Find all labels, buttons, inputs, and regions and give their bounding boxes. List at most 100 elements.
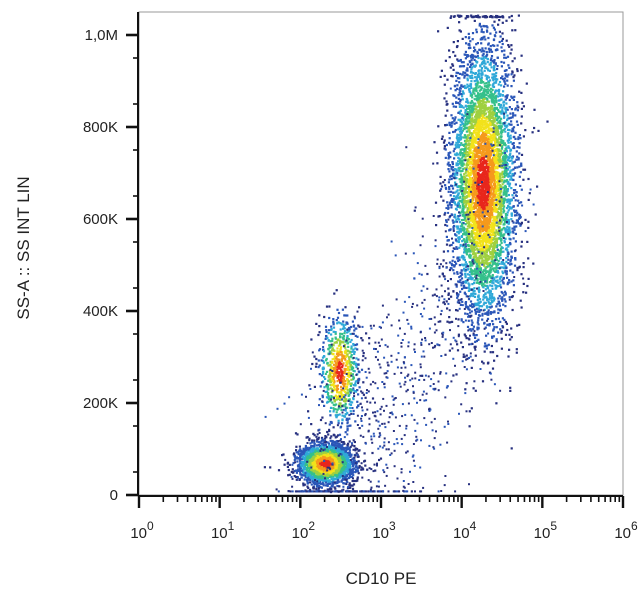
event-dot xyxy=(335,355,338,359)
event-dot xyxy=(324,481,327,484)
event-dot xyxy=(482,255,485,258)
event-dot xyxy=(333,374,336,377)
event-dot xyxy=(321,481,324,484)
event-dot xyxy=(344,452,347,455)
event-dot xyxy=(486,30,489,33)
event-dot xyxy=(351,320,354,323)
event-dot xyxy=(332,323,335,326)
event-dot xyxy=(329,373,332,376)
event-dot xyxy=(341,394,344,397)
event-dot xyxy=(304,460,307,463)
event-dot xyxy=(451,143,454,146)
event-dot xyxy=(346,342,349,345)
event-dot xyxy=(319,462,322,465)
event-dot xyxy=(472,270,475,273)
event-dot xyxy=(314,452,317,456)
event-dot xyxy=(458,185,461,188)
event-dot xyxy=(307,478,310,481)
event-dot xyxy=(317,359,320,362)
event-dot xyxy=(348,468,351,471)
event-dot xyxy=(480,184,484,187)
event-dot xyxy=(349,361,352,364)
event-dot xyxy=(503,240,506,243)
event-dot xyxy=(460,277,464,280)
event-dot xyxy=(498,136,501,139)
event-dot xyxy=(501,270,504,273)
event-dot xyxy=(495,305,498,308)
event-dot xyxy=(494,131,497,134)
event-dot xyxy=(356,447,359,451)
event-dot xyxy=(456,293,459,296)
event-dot xyxy=(305,457,309,461)
event-dot xyxy=(455,262,458,265)
event-dot xyxy=(460,219,464,222)
event-dot xyxy=(342,338,345,341)
event-dot xyxy=(476,76,479,79)
event-dot xyxy=(364,396,367,399)
event-dot xyxy=(447,152,450,155)
event-dot xyxy=(307,487,310,490)
event-dot xyxy=(310,483,313,486)
event-dot xyxy=(463,284,466,287)
event-dot xyxy=(298,470,302,473)
event-dot xyxy=(336,466,339,469)
event-dot xyxy=(499,127,503,130)
event-dot xyxy=(348,368,351,371)
event-dot xyxy=(320,459,323,462)
event-dot xyxy=(321,454,324,457)
event-dot xyxy=(306,436,309,439)
event-dot xyxy=(454,89,457,92)
event-dot xyxy=(490,260,493,263)
event-dot xyxy=(352,344,355,347)
event-dot xyxy=(357,472,360,475)
event-dot xyxy=(349,372,352,375)
event-dot xyxy=(472,294,475,298)
event-dot xyxy=(354,343,357,347)
event-dot xyxy=(481,318,484,321)
event-dot xyxy=(315,477,318,480)
event-dot xyxy=(333,478,336,481)
event-dot xyxy=(328,488,331,491)
event-dot xyxy=(439,75,442,78)
event-dot xyxy=(334,457,337,461)
event-dot xyxy=(472,231,475,234)
event-dot xyxy=(336,338,339,342)
event-dot xyxy=(345,446,349,449)
event-dot xyxy=(345,477,348,480)
event-dot xyxy=(344,358,347,361)
event-dot xyxy=(336,442,339,445)
event-dot xyxy=(453,247,456,250)
event-dot xyxy=(318,348,322,351)
event-dot xyxy=(352,348,355,351)
event-dot xyxy=(338,367,341,370)
event-dot xyxy=(455,121,458,124)
event-dot xyxy=(292,461,295,465)
event-dot xyxy=(312,447,315,450)
event-dot xyxy=(342,471,345,474)
event-dot xyxy=(496,354,499,358)
event-dot xyxy=(489,281,492,284)
event-dot xyxy=(322,439,325,442)
event-dot xyxy=(508,172,512,175)
event-dot xyxy=(347,394,350,397)
event-dot xyxy=(348,466,351,469)
event-dot xyxy=(509,148,512,151)
event-dot xyxy=(337,344,340,347)
event-dot xyxy=(506,139,509,142)
event-dot xyxy=(445,235,448,238)
event-dot xyxy=(492,61,495,64)
event-dot xyxy=(293,475,296,478)
event-dot xyxy=(502,303,505,306)
event-dot xyxy=(320,439,323,443)
event-dot xyxy=(335,353,339,356)
event-dot xyxy=(477,319,480,322)
event-dot xyxy=(346,378,349,381)
event-dot xyxy=(503,241,506,244)
event-dot xyxy=(328,375,331,378)
event-dot xyxy=(511,227,514,230)
event-dot xyxy=(346,379,349,382)
event-dot xyxy=(333,486,336,489)
event-dot xyxy=(496,233,499,236)
event-dot xyxy=(331,473,334,476)
event-dot xyxy=(480,107,483,110)
